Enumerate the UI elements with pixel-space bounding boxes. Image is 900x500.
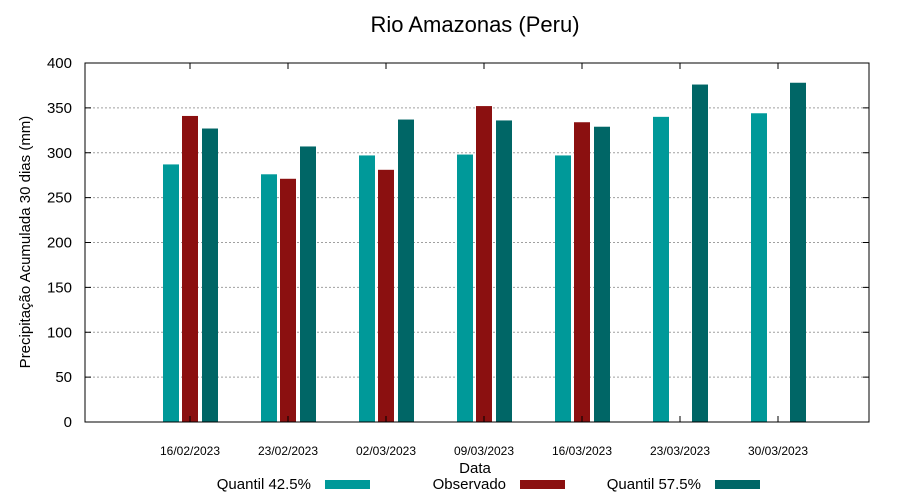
y-tick-label: 100: [47, 324, 72, 341]
bar-2-5: [692, 84, 708, 422]
y-tick-label: 200: [47, 235, 72, 252]
chart-title: Rio Amazonas (Peru): [370, 12, 579, 37]
bar-0-6: [751, 113, 767, 422]
x-tick-label: 09/03/2023: [454, 444, 514, 458]
bar-0-2: [359, 155, 375, 422]
legend-label: Observado: [433, 476, 506, 493]
legend-label: Quantil 42.5%: [217, 476, 311, 493]
bar-2-0: [202, 128, 218, 422]
y-tick-label: 50: [55, 369, 72, 386]
legend-swatch: [520, 480, 565, 489]
bar-1-4: [574, 122, 590, 423]
y-tick-label: 300: [47, 145, 72, 162]
bar-1-2: [378, 169, 394, 422]
y-tick-label: 250: [47, 190, 72, 207]
bar-2-6: [790, 82, 806, 423]
y-tick-label: 350: [47, 100, 72, 117]
x-tick-label: 30/03/2023: [748, 444, 808, 458]
bar-1-1: [280, 178, 296, 422]
y-tick-label: 400: [47, 55, 72, 72]
bar-0-4: [555, 155, 571, 422]
bar-0-1: [261, 174, 277, 422]
legend: Quantil 42.5% Observado Quantil 57.5%: [217, 476, 760, 493]
x-tick-label: 23/03/2023: [650, 444, 710, 458]
y-axis-label: Precipitação Acumulada 30 dias (mm): [17, 116, 34, 369]
y-tick-label: 150: [47, 279, 72, 296]
x-tick-label: 02/03/2023: [356, 444, 416, 458]
bar-0-0: [163, 164, 179, 423]
y-axis-ticks: 0 50 100 150 200 250 300 350 400: [47, 55, 869, 431]
x-tick-label: 16/03/2023: [552, 444, 612, 458]
bars: [163, 82, 806, 423]
bar-1-0: [182, 115, 198, 422]
legend-swatch: [715, 480, 760, 489]
x-axis-label: Data: [459, 460, 491, 477]
x-tick-label: 23/02/2023: [258, 444, 318, 458]
legend-swatch: [325, 480, 370, 489]
bar-0-5: [653, 116, 669, 422]
x-tick-label: 16/02/2023: [160, 444, 220, 458]
bar-2-3: [496, 120, 512, 422]
bar-2-2: [398, 119, 414, 422]
x-axis-ticks: 16/02/2023 23/02/2023 02/03/2023 09/03/2023…: [160, 63, 808, 458]
bar-2-1: [300, 146, 316, 422]
y-tick-label: 0: [64, 414, 72, 431]
bar-0-3: [457, 154, 473, 423]
bar-1-3: [476, 106, 492, 422]
bar-2-4: [594, 126, 610, 422]
legend-label: Quantil 57.5%: [607, 476, 701, 493]
